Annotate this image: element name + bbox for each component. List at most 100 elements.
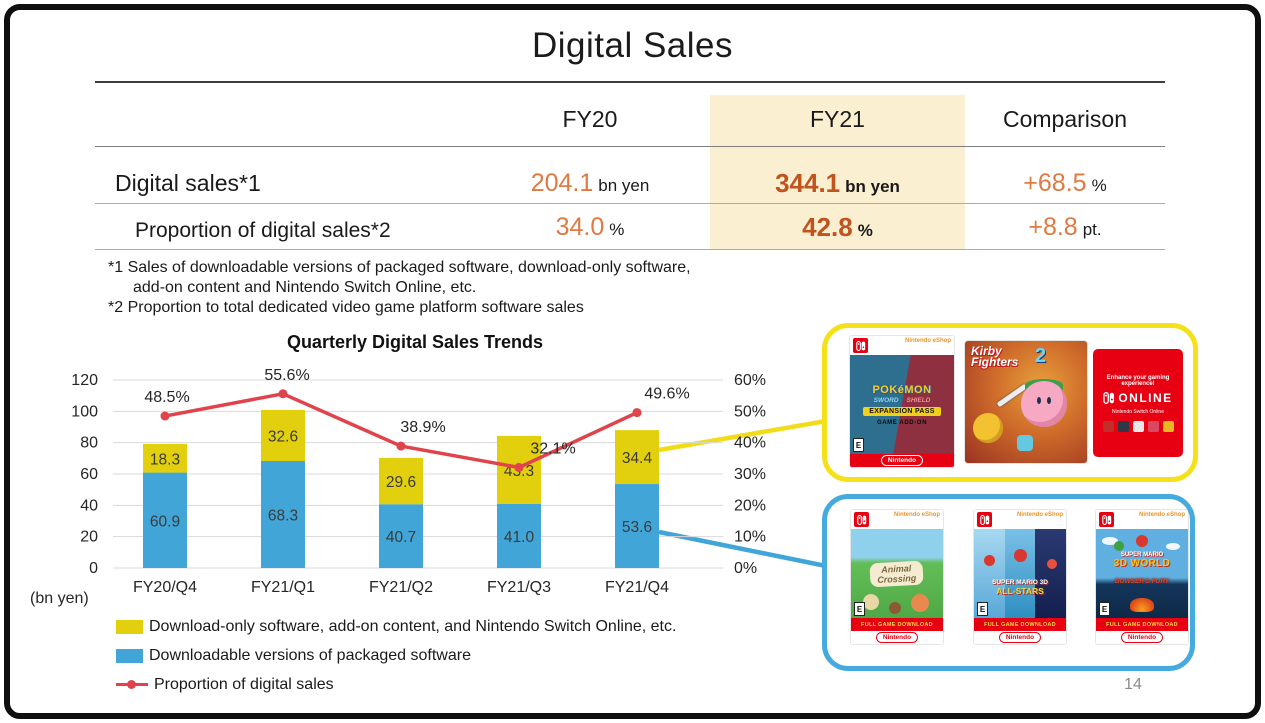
cell-comparison-digital-sales: +68.5% (965, 170, 1165, 200)
bowsers-fury-logo: BOWSER'S FURY (1114, 578, 1170, 586)
table-header-fy21: FY21 (810, 106, 865, 132)
nintendo-switch-logo-icon (853, 338, 868, 353)
bar-value-packaged: 40.7 (386, 529, 416, 546)
category-label: FY21/Q2 (369, 579, 433, 596)
eshop-label: Nintendo eShop (1017, 512, 1063, 518)
full-game-download-strip: FULL GAME DOWNLOAD (974, 618, 1066, 631)
game-card-pokemon-expansion-pass: Nintendo eShop POKéMON SWORD SHIELD EXPA… (850, 336, 954, 467)
right-axis-tick: 30% (734, 466, 766, 483)
legend-item-digital-only: Download-only software, add-on content, … (116, 612, 676, 641)
nintendo-switch-logo-icon (1103, 391, 1115, 404)
bar-value-packaged: 68.3 (268, 507, 298, 524)
footnote-1-line2: add-on content and Nintendo Switch Onlin… (133, 279, 477, 296)
bar-value-digital-only: 29.6 (386, 474, 416, 491)
esrb-rating-icon: E (977, 602, 988, 616)
eshop-label: Nintendo eShop (894, 512, 940, 518)
category-label: FY21/Q4 (605, 579, 669, 596)
nintendo-brand-pill: Nintendo (875, 632, 919, 643)
proportion-point-label: 38.9% (400, 419, 445, 436)
table-rule-bottom (95, 249, 1165, 250)
row-label-digital-sales: Digital sales*1 (115, 170, 261, 196)
line-point (396, 441, 406, 451)
table-header-comparison: Comparison (1003, 106, 1127, 132)
bar-packaged-software (261, 460, 305, 568)
game-card-super-mario-3d-all-stars: Nintendo eShop SUPER MARIO 3D ALL-STARS … (974, 510, 1066, 644)
sword-logo: SWORD (873, 396, 899, 404)
proportion-point-label: 48.5% (144, 389, 189, 406)
pokemon-logo: POKéMON (872, 383, 932, 396)
legend-label-packaged: Downloadable versions of packaged softwa… (149, 646, 471, 664)
left-axis-tick: 40 (80, 497, 98, 514)
table-rule-header (95, 146, 1165, 147)
mario-all-stars-box-art: SUPER MARIO 3D ALL-STARS E (974, 529, 1066, 618)
esrb-rating-icon: E (1099, 602, 1110, 616)
smas-logo-line1: SUPER MARIO 3D (992, 578, 1048, 586)
right-axis-tick: 40% (734, 435, 766, 452)
left-axis-tick: 120 (71, 372, 98, 389)
kirby-character-shape (1021, 381, 1067, 427)
row-label-proportion: Proportion of digital sales*2 (135, 219, 391, 242)
callout-connector-digital-only (658, 418, 827, 453)
value-fy21-proportion: 42.8 (802, 212, 853, 242)
chart-legend: Download-only software, add-on content, … (116, 612, 676, 699)
value-comparison-digital-sales: +68.5 (1023, 169, 1087, 197)
game-card-nintendo-switch-online: Enhance your gaming experience! ONLINE N… (1093, 349, 1183, 457)
bar-value-digital-only: 32.6 (268, 428, 298, 445)
nintendo-brand-pill: Nintendo (998, 632, 1042, 643)
bar-value-digital-only: 34.4 (622, 450, 653, 467)
eshop-label: Nintendo eShop (1139, 512, 1185, 518)
title-underline (95, 81, 1165, 83)
game-card-super-mario-3d-world-bowsers-fury: Nintendo eShop SUPER MARIO 3D WORLD BOWS… (1096, 510, 1188, 644)
callout-connector-packaged (658, 529, 827, 569)
table-rule-mid (95, 203, 1165, 204)
nintendo-brand-pill: Nintendo (1120, 632, 1164, 643)
fy21-highlight-column (710, 95, 965, 250)
animal-crossing-box-art: Animal Crossing E (851, 529, 943, 618)
legend-label-digital-only: Download-only software, add-on content, … (149, 617, 677, 635)
bar-value-packaged: 41.0 (504, 529, 535, 546)
bar-digital-only (379, 457, 423, 505)
line-point (160, 411, 170, 421)
right-axis-tick: 0% (734, 560, 757, 577)
legend-swatch-yellow (116, 619, 143, 634)
kirby-box-art: Kirby Fighters 2 (965, 341, 1087, 463)
expansion-pass-banner: EXPANSION PASS (863, 406, 941, 416)
unit-fy21-digital-sales: bn yen (845, 177, 900, 196)
smas-logo-line2: ALL-STARS (996, 585, 1044, 596)
full-game-download-strip: FULL GAME DOWNLOAD (851, 618, 943, 631)
right-axis-tick: 50% (734, 403, 766, 420)
page-number: 14 (1124, 676, 1142, 693)
nintendo-switch-logo-icon (977, 512, 992, 527)
page-title: Digital Sales (531, 26, 734, 65)
footnote-1-line1: *1 Sales of downloadable versions of pac… (108, 259, 691, 276)
cell-fy21-proportion: 42.8% (710, 214, 965, 245)
gooey-shape (1017, 435, 1033, 451)
left-axis-unit-label: (bn yen) (30, 590, 89, 607)
sm3dw-logo-line1: SUPER MARIO (1120, 552, 1164, 559)
kirby-logo-line2: Fighters (971, 355, 1019, 369)
nso-subtitle: Nintendo Switch Online (1112, 408, 1164, 415)
unit-fy20-digital-sales: bn yen (598, 176, 650, 195)
chart-title: Quarterly Digital Sales Trends (286, 332, 544, 352)
legend-item-packaged: Downloadable versions of packaged softwa… (116, 641, 676, 670)
legend-line-dot-icon (127, 679, 136, 689)
waddle-dee-shape (973, 413, 1003, 443)
kirby-logo-number: 2 (1035, 345, 1047, 367)
kirby-logo-line1: Kirby (971, 344, 1002, 358)
bar-packaged-software (615, 484, 659, 568)
bar-digital-only (261, 409, 305, 461)
unit-fy21-proportion: % (857, 221, 873, 240)
proportion-point-label: 49.6% (644, 386, 689, 403)
right-axis-tick: 10% (734, 529, 766, 546)
category-label: FY21/Q1 (251, 579, 315, 596)
game-card-animal-crossing: Nintendo eShop Animal Crossing E FULL GA… (851, 510, 943, 644)
category-label: FY20/Q4 (133, 579, 197, 596)
value-fy21-digital-sales: 344.1 (775, 168, 841, 198)
category-label: FY21/Q3 (487, 579, 551, 596)
legend-swatch-blue (116, 648, 143, 663)
pokemon-box-art: POKéMON SWORD SHIELD EXPANSION PASS GAME… (850, 355, 954, 454)
cell-comparison-proportion: +8.8 pt. (965, 214, 1165, 244)
table-header-fy20: FY20 (562, 106, 618, 132)
left-axis-tick: 60 (80, 466, 98, 483)
